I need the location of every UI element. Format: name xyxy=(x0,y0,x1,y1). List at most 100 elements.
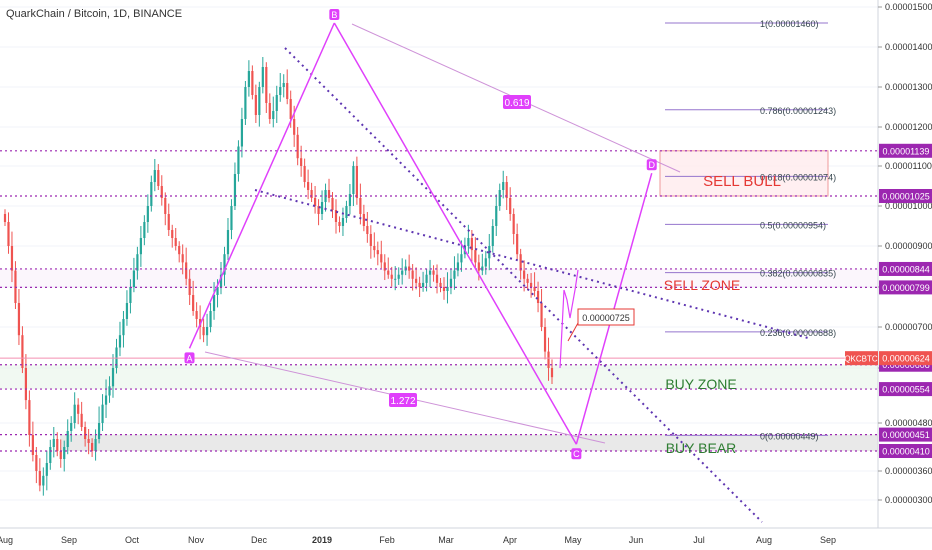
level-tag-label: 0.00000799 xyxy=(882,283,930,293)
candle xyxy=(223,254,226,275)
candle xyxy=(408,266,411,271)
time-tick-label: Dec xyxy=(251,535,268,545)
candle xyxy=(157,170,160,186)
candle xyxy=(394,278,397,280)
candle xyxy=(122,319,125,336)
candle xyxy=(317,206,320,214)
time-tick-label: Mar xyxy=(438,535,454,545)
candle xyxy=(84,427,87,439)
pattern-point-label: A xyxy=(186,353,192,363)
candle xyxy=(341,218,345,226)
candle xyxy=(509,198,512,214)
candle xyxy=(233,174,237,206)
candle xyxy=(286,83,289,99)
candle xyxy=(460,254,463,263)
candle xyxy=(139,238,142,255)
projection-path xyxy=(559,269,579,369)
ratio-box xyxy=(503,95,531,109)
zone-label: SELL BULL xyxy=(703,173,781,190)
candle xyxy=(70,423,73,431)
candle xyxy=(519,254,522,271)
level-tag xyxy=(879,189,932,203)
time-tick-label: Nov xyxy=(188,535,205,545)
candle xyxy=(91,443,94,451)
candle xyxy=(192,295,195,311)
pattern-leg xyxy=(188,22,336,349)
candle xyxy=(129,287,132,303)
candle xyxy=(516,234,519,255)
candle xyxy=(181,254,184,263)
price-tick-label: 0.00000300 xyxy=(885,495,932,505)
candle xyxy=(174,238,177,246)
candle xyxy=(529,282,533,287)
candle xyxy=(376,250,379,255)
price-tick-label: 0.00001300 xyxy=(885,82,932,92)
candle xyxy=(178,246,181,255)
chart-title: QuarkChain / Bitcoin, 1D, BINANCE xyxy=(6,8,183,20)
candle xyxy=(77,404,80,414)
candle xyxy=(411,270,414,279)
candle xyxy=(195,311,198,319)
candle xyxy=(303,166,306,182)
candle xyxy=(320,202,324,214)
candle xyxy=(536,291,540,303)
time-tick-label: Feb xyxy=(379,535,395,545)
callout-label: 0.00000725 xyxy=(582,313,630,323)
level-tag xyxy=(879,444,932,458)
candle xyxy=(216,287,219,295)
candles xyxy=(3,57,554,496)
candle xyxy=(164,198,167,214)
candle xyxy=(415,278,418,283)
candle xyxy=(484,258,487,267)
candle xyxy=(136,254,139,271)
candle xyxy=(327,190,331,198)
fib-label: 0.618(0.00001074) xyxy=(760,172,836,182)
time-tick-label: May xyxy=(564,535,582,545)
candle xyxy=(118,335,122,348)
candle xyxy=(111,368,115,387)
price-tag xyxy=(879,351,932,366)
candle xyxy=(345,206,348,218)
time-tick-label: Sep xyxy=(820,535,836,545)
candle xyxy=(132,270,136,287)
candle xyxy=(470,238,473,251)
time-tick-label: Sep xyxy=(61,535,77,545)
candle xyxy=(261,67,264,87)
candle xyxy=(244,87,247,119)
symbol-tag-label: QKCBTC xyxy=(844,355,878,364)
candle xyxy=(477,262,480,271)
candle xyxy=(543,327,547,352)
candle xyxy=(209,311,212,327)
candle xyxy=(421,282,425,287)
time-tick-label: Aug xyxy=(0,535,13,545)
candle xyxy=(502,182,505,190)
candle xyxy=(212,295,216,311)
candle xyxy=(300,158,303,166)
callout-pointer xyxy=(567,322,579,342)
candle xyxy=(439,282,442,287)
time-tick-label: Jul xyxy=(693,535,705,545)
level-tag xyxy=(879,143,932,158)
candle xyxy=(94,439,97,451)
level-tag-label: 0.00000554 xyxy=(882,385,930,395)
candle xyxy=(10,246,14,271)
candle xyxy=(146,206,149,222)
fib-label: 0.382(0.00000835) xyxy=(760,269,836,279)
candle xyxy=(87,439,90,443)
price-tick-label: 0.00001000 xyxy=(885,201,932,211)
candle xyxy=(425,274,428,283)
candle xyxy=(390,274,393,279)
pattern-point-d xyxy=(646,159,657,171)
zone-label: BUY BEAR xyxy=(666,440,737,456)
candle xyxy=(49,447,52,463)
level-tag-label: 0.00000451 xyxy=(882,430,930,440)
candle xyxy=(35,455,38,471)
candle xyxy=(359,198,362,214)
candle xyxy=(3,214,7,222)
level-tag xyxy=(879,261,932,276)
candle xyxy=(73,404,76,423)
candle xyxy=(481,266,484,271)
candle xyxy=(171,230,174,238)
fib-label: 0.5(0.00000954) xyxy=(760,220,826,230)
